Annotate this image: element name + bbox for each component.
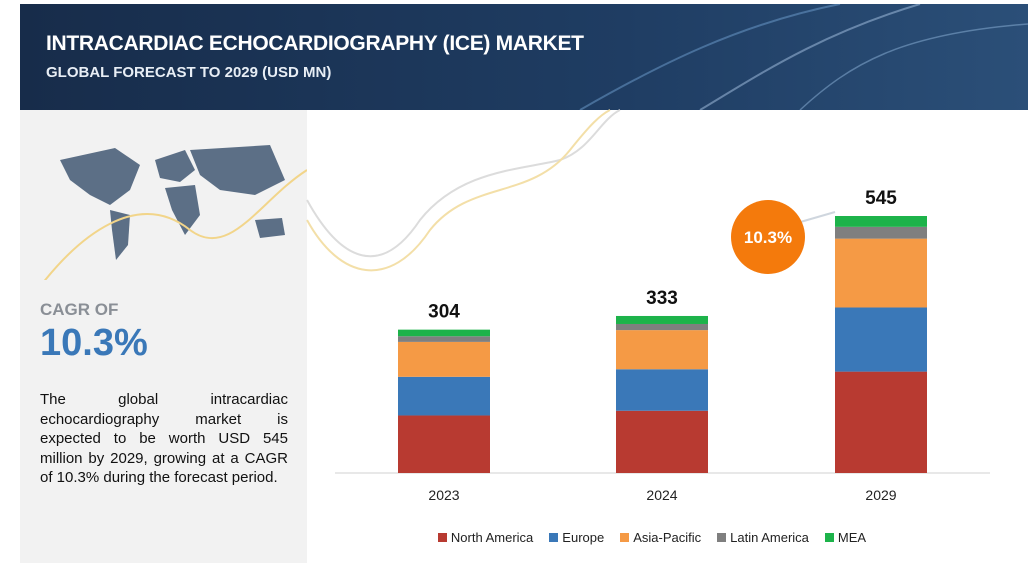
legend-item: Europe — [549, 530, 604, 545]
header-decoration — [579, 4, 1028, 110]
header: INTRACARDIAC ECHOCARDIOGRAPHY (ICE) MARK… — [20, 4, 1028, 110]
legend-key — [717, 533, 727, 542]
x-tick-label: 2024 — [646, 487, 677, 503]
legend-label: Asia-Pacific — [633, 530, 702, 545]
cagr-caption: CAGR OF — [40, 300, 119, 319]
legend-item: Latin America — [717, 530, 809, 545]
bar-segment — [398, 336, 490, 342]
legend-item: North America — [437, 530, 534, 545]
cagr-bubble — [731, 200, 805, 274]
description: The global intracardiac echocardiography… — [40, 391, 288, 486]
cagr-annotation: 10.3% — [744, 228, 792, 247]
title: INTRACARDIAC ECHOCARDIOGRAPHY (ICE) MARK… — [46, 32, 584, 55]
x-tick-label: 2023 — [428, 487, 459, 503]
legend: North America Europe Asia-Pacific Latin Ame… — [307, 530, 997, 545]
total-label: 304 — [428, 302, 460, 323]
bar-segment — [616, 369, 708, 411]
subtitle: GLOBAL FORECAST TO 2029 (USD MN) — [46, 64, 332, 81]
legend-label: MEA — [837, 530, 867, 545]
bar-segment — [616, 410, 708, 473]
legend-item: MEA — [824, 530, 867, 545]
legend-label: Europe — [562, 530, 605, 545]
total-label: 333 — [646, 288, 678, 309]
bar-segment — [398, 415, 490, 473]
bar-segment — [835, 307, 927, 372]
legend-label: Latin America — [730, 530, 809, 545]
bar-segment — [616, 330, 708, 370]
legend-key — [824, 533, 834, 542]
bar-segment — [835, 238, 927, 308]
legend-key — [549, 533, 559, 542]
world-map — [44, 145, 307, 280]
legend-key — [437, 533, 447, 542]
cagr-value: 10.3% — [40, 322, 148, 364]
bar-segment — [835, 371, 927, 473]
x-tick-label: 2029 — [865, 487, 896, 503]
bar-segment — [835, 216, 927, 227]
bar-segment — [616, 315, 708, 324]
bar-segment — [398, 376, 490, 416]
bar-segment — [616, 323, 708, 331]
summary-panel: CAGR OF 10.3% The global intracardiac ec… — [20, 110, 307, 563]
total-label: 545 — [865, 188, 897, 209]
legend-label: North America — [450, 530, 534, 545]
legend-item: Asia-Pacific — [620, 530, 701, 545]
bar-segment — [398, 329, 490, 337]
bar-segment — [398, 341, 490, 377]
bar-segment — [835, 226, 927, 239]
legend-key — [620, 533, 630, 542]
